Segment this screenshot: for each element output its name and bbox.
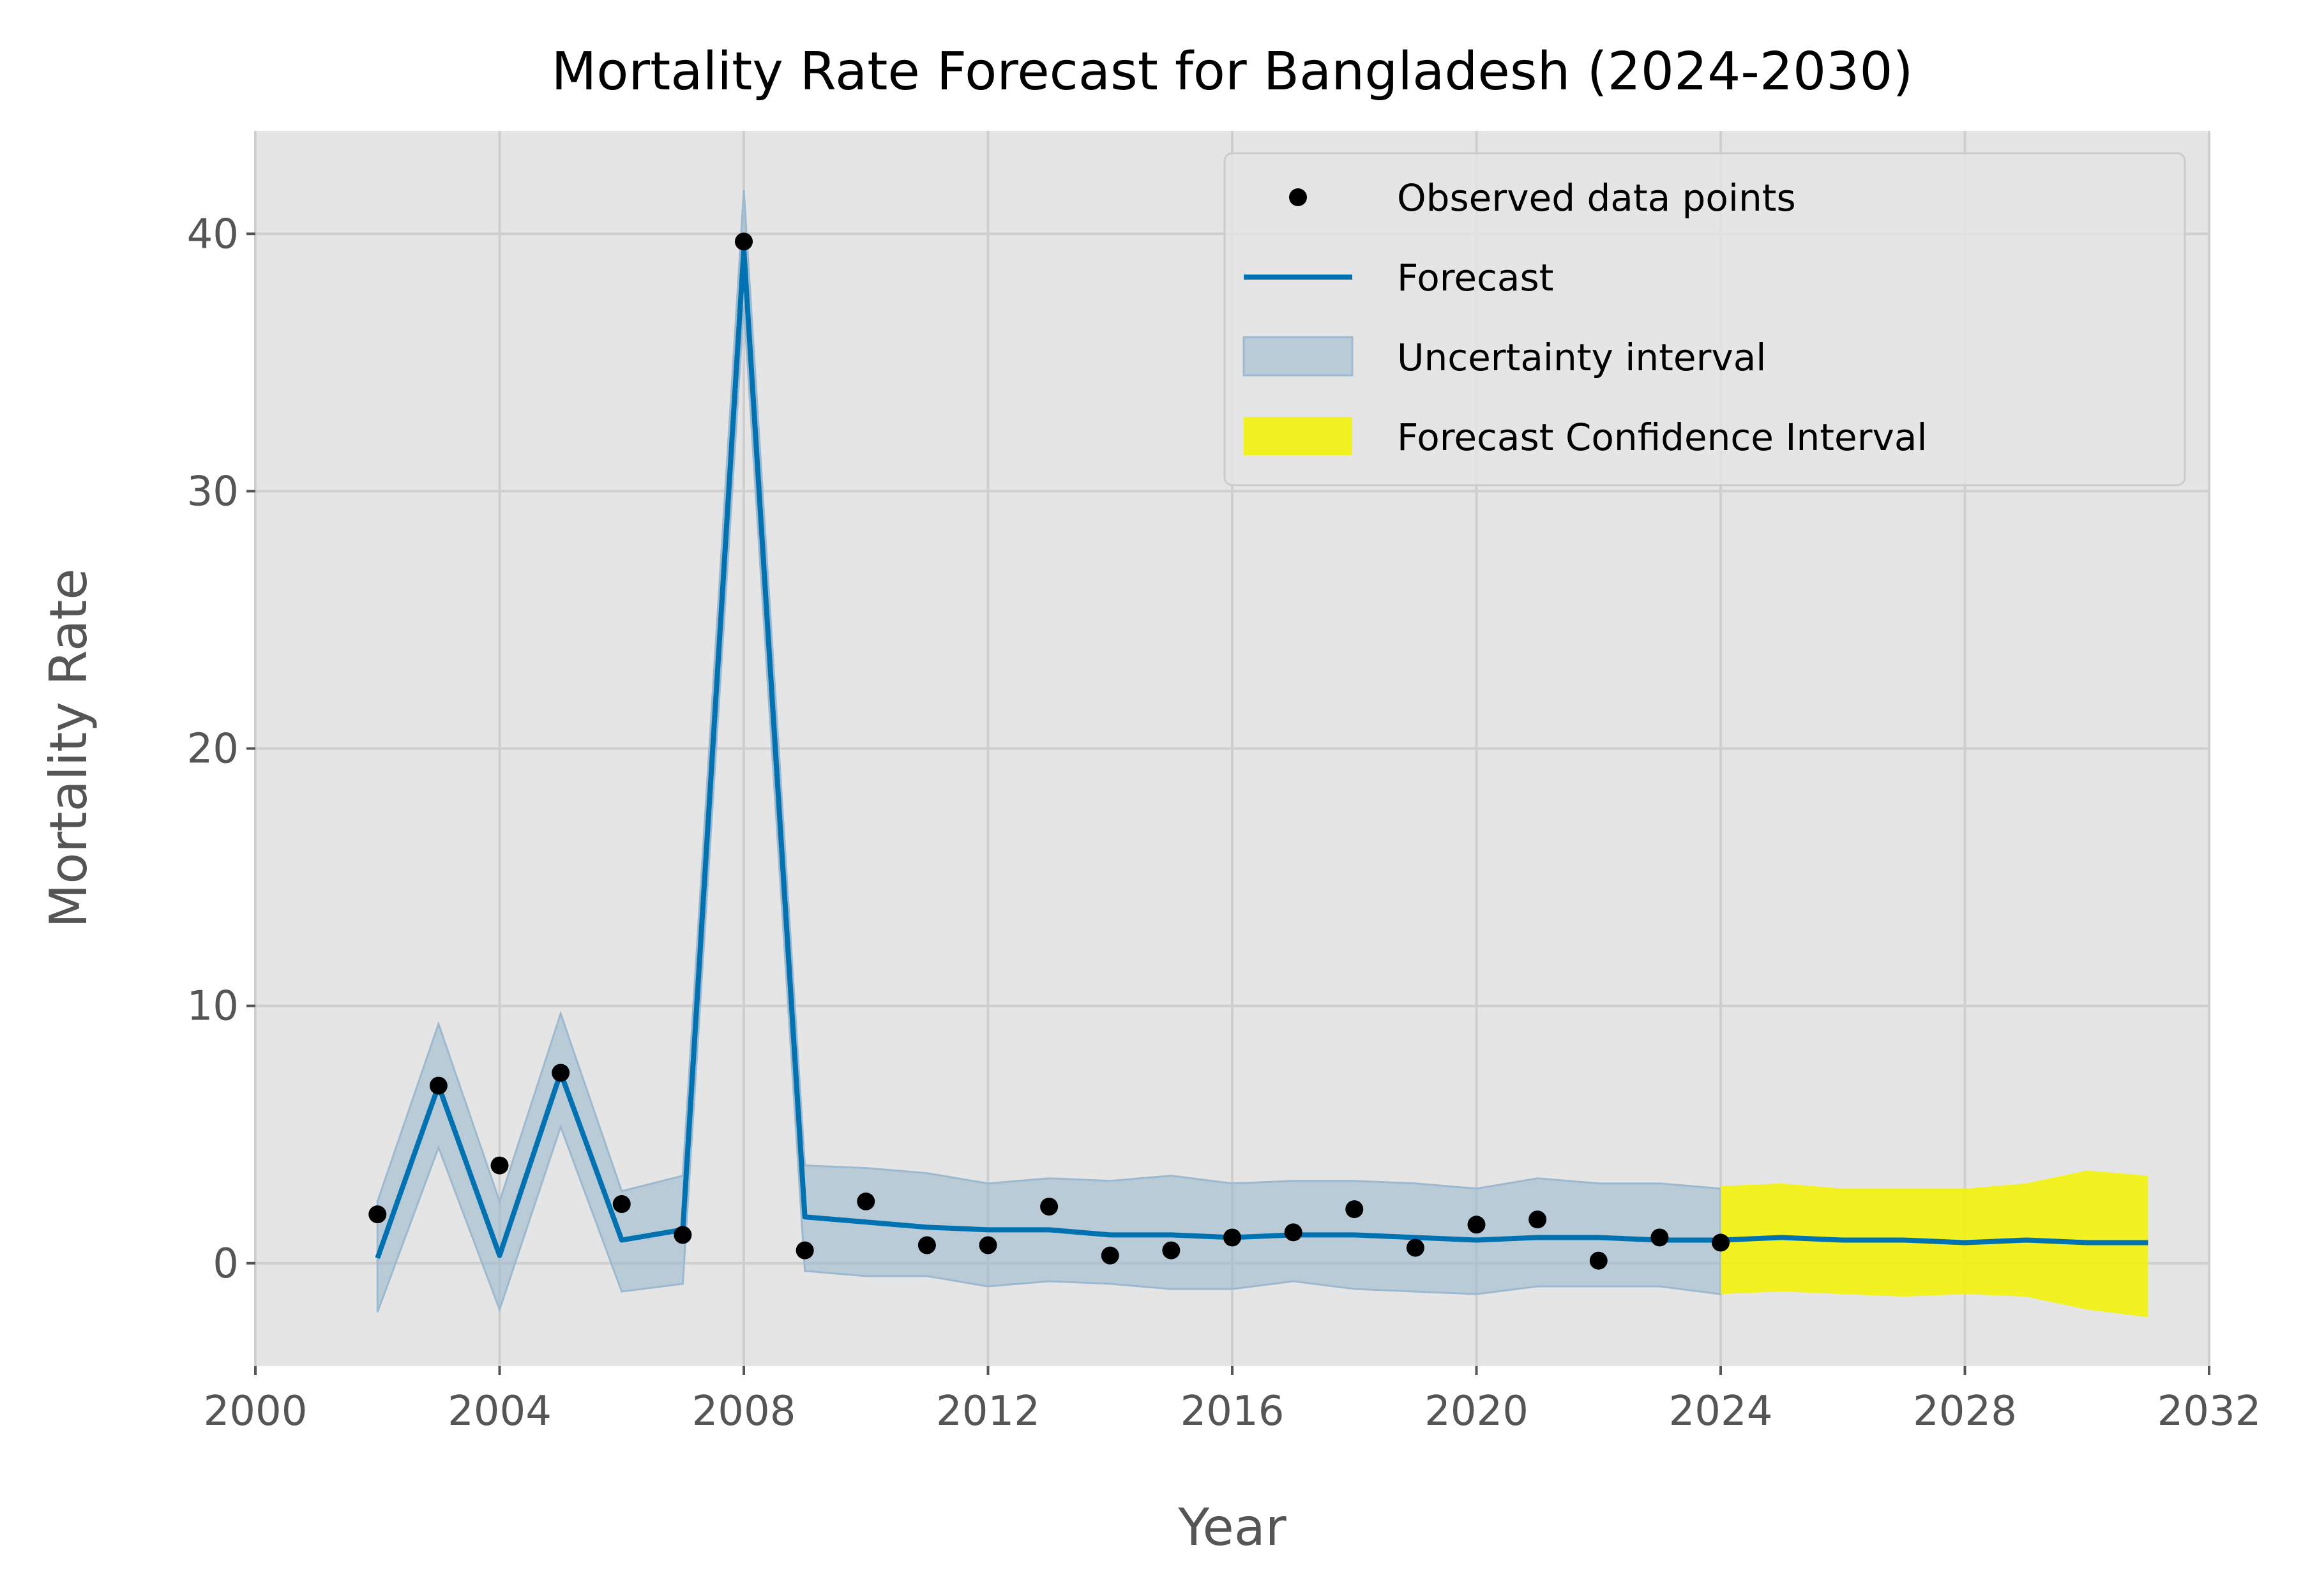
legend-label-observed: Observed data points xyxy=(1397,176,1796,220)
observed-point xyxy=(1162,1241,1181,1260)
y-tick-label: 20 xyxy=(187,726,239,773)
y-tick-label: 10 xyxy=(187,983,239,1030)
x-tick-label: 2024 xyxy=(1669,1388,1773,1435)
legend-box xyxy=(1223,152,2186,486)
x-tick-label: 2008 xyxy=(692,1388,796,1435)
observed-point xyxy=(490,1156,509,1175)
observed-point xyxy=(917,1236,936,1254)
x-tick-label: 2004 xyxy=(448,1388,552,1435)
legend-label-forecast: Forecast xyxy=(1397,256,1553,299)
points xyxy=(368,232,1730,1270)
lines xyxy=(375,246,2148,1260)
observed-point xyxy=(674,1226,692,1244)
y-tick-label: 0 xyxy=(213,1240,239,1288)
legend-marker-observed xyxy=(1289,188,1307,206)
x-tick-label: 2016 xyxy=(1181,1388,1285,1435)
legend-label-confidence: Forecast Confidence Interval xyxy=(1397,416,1928,459)
x-tick-label: 2032 xyxy=(2157,1388,2261,1435)
y-tick-label: 40 xyxy=(187,211,239,258)
x-axis: 2000 2004 2008 2012 2016 2020 2024 2028 2032 xyxy=(204,1366,2261,1435)
observed-point xyxy=(368,1205,387,1224)
observed-point xyxy=(1528,1210,1547,1229)
y-axis-label: Mortality Rate xyxy=(39,568,98,928)
observed-point xyxy=(1467,1216,1486,1234)
legend-marker-uncertainty xyxy=(1242,336,1354,377)
observed-point xyxy=(1101,1246,1119,1265)
x-tick-label: 2028 xyxy=(1913,1388,2017,1435)
observed-point xyxy=(857,1193,875,1210)
bands xyxy=(376,190,2148,1318)
legend-marker-confidence xyxy=(1244,417,1352,455)
x-tick-label: 2012 xyxy=(936,1388,1040,1435)
observed-point xyxy=(552,1064,570,1082)
y-axis: 0 10 20 30 40 xyxy=(187,211,255,1288)
chart-title: Mortality Rate Forecast for Bangladesh (… xyxy=(551,41,1913,102)
uncertainty-band xyxy=(376,190,1722,1313)
legend: Observed data points Forecast Uncertaint… xyxy=(1223,152,2186,486)
legend-label-uncertainty: Uncertainty interval xyxy=(1397,336,1766,379)
x-tick-label: 2020 xyxy=(1424,1388,1528,1435)
observed-point xyxy=(1284,1223,1302,1242)
observed-point xyxy=(796,1241,814,1260)
forecast-confidence-band xyxy=(1721,1170,2148,1318)
observed-point xyxy=(1223,1228,1241,1247)
observed-point xyxy=(735,232,753,251)
observed-point xyxy=(1589,1251,1608,1270)
observed-point xyxy=(1650,1228,1669,1247)
x-axis-label: Year xyxy=(1177,1498,1286,1557)
observed-point xyxy=(979,1236,997,1254)
observed-point xyxy=(1406,1238,1424,1257)
observed-point xyxy=(612,1195,631,1214)
y-tick-label: 30 xyxy=(187,468,239,515)
observed-point xyxy=(1040,1198,1059,1216)
x-tick-label: 2000 xyxy=(204,1388,308,1435)
observed-point xyxy=(429,1076,448,1095)
forecast-line xyxy=(375,246,2148,1260)
observed-point xyxy=(1345,1200,1364,1219)
observed-point xyxy=(1712,1233,1730,1252)
